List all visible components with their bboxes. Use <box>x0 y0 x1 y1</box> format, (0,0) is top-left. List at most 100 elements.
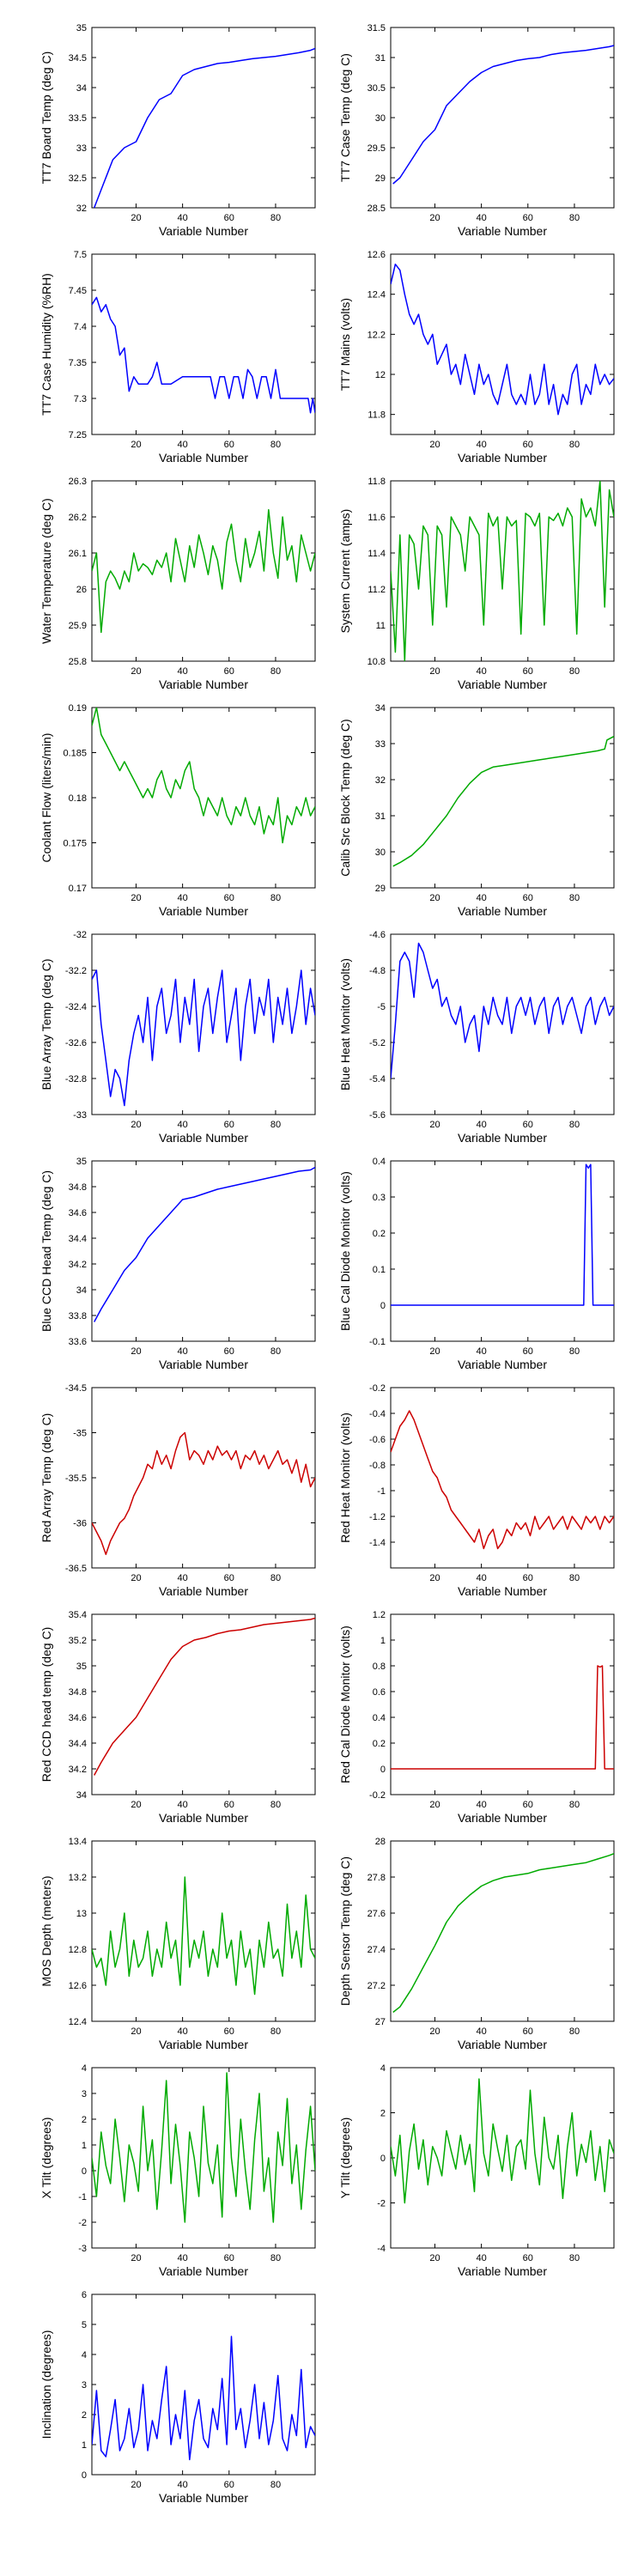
x-tick-label: 20 <box>131 1573 141 1583</box>
y-tick-label: -32.6 <box>65 1038 87 1048</box>
y-tick-label: 11.4 <box>368 549 386 559</box>
x-tick-label: 80 <box>270 2480 281 2490</box>
y-tick-label: 29 <box>375 884 386 894</box>
y-tick-label: 0 <box>380 2154 386 2164</box>
y-tick-label: -0.6 <box>369 1435 386 1445</box>
y-tick-label: 32.5 <box>69 173 87 184</box>
series-line <box>92 2336 315 2461</box>
x-tick-label: 40 <box>477 666 487 677</box>
y-tick-label: 0.19 <box>69 703 87 714</box>
plot-frame <box>91 2067 316 2249</box>
y-tick-label: 34 <box>76 1790 87 1801</box>
x-tick-label: 80 <box>270 213 281 223</box>
x-tick-label: 60 <box>523 666 533 677</box>
y-tick-label: 34 <box>76 1285 87 1296</box>
y-tick-label: -3 <box>78 2244 87 2254</box>
y-tick-label: -35.5 <box>65 1473 87 1484</box>
plot-frame <box>390 1840 615 2022</box>
y-tick-label: 27.6 <box>368 1909 386 1919</box>
y-tick-label: 11 <box>376 621 386 631</box>
y-axis-label: Red Heat Monitor (volts) <box>338 1413 352 1543</box>
x-tick-label: 40 <box>477 893 487 903</box>
y-tick-label: 26.2 <box>69 513 87 523</box>
x-tick-label: 60 <box>523 2253 533 2263</box>
x-axis-label: Variable Number <box>458 1358 547 1371</box>
y-tick-label: -4 <box>377 2244 386 2254</box>
y-tick-label: 26 <box>76 585 87 595</box>
x-tick-label: 40 <box>178 213 188 223</box>
x-tick-label: 40 <box>178 2026 188 2037</box>
y-axis-label: TT7 Board Temp (deg C) <box>39 52 53 185</box>
x-axis-label: Variable Number <box>458 2264 547 2278</box>
series-line <box>92 296 315 414</box>
series-line <box>392 45 614 185</box>
chart-panel-7: 0.17 0.175 0.18 0.185 0.19 20 40 60 80 Variable N… <box>39 703 316 918</box>
y-tick-label: 7.45 <box>69 286 87 296</box>
series-line <box>391 1163 614 1306</box>
x-tick-label: 60 <box>224 666 234 677</box>
x-tick-label: 20 <box>131 440 141 450</box>
x-tick-label: 40 <box>178 1120 188 1130</box>
x-axis-label: Variable Number <box>159 2038 248 2051</box>
x-tick-label: 80 <box>569 1800 580 1810</box>
y-tick-label: 0.185 <box>63 749 87 759</box>
y-tick-label: -33 <box>73 1110 87 1121</box>
x-tick-label: 60 <box>224 1120 234 1130</box>
chart-panel-11: 33.6 33.8 34 34.2 34.4 34.6 34.8 35 20 40 60 80 Vari… <box>39 1157 316 1371</box>
x-tick-label: 80 <box>270 1346 281 1357</box>
x-tick-label: 60 <box>523 1120 533 1130</box>
y-tick-label: 0.4 <box>373 1157 386 1167</box>
y-tick-label: 34.6 <box>69 1713 87 1723</box>
x-tick-label: 80 <box>569 2253 580 2263</box>
x-tick-label: 60 <box>523 1573 533 1583</box>
y-tick-label: -32 <box>73 930 87 940</box>
y-tick-label: 31 <box>375 811 386 822</box>
x-axis-label: Variable Number <box>458 677 547 691</box>
y-tick-label: -1.4 <box>369 1538 386 1548</box>
y-tick-label: 7.25 <box>69 430 87 440</box>
y-tick-label: 2 <box>82 2115 87 2125</box>
y-tick-label: 10.8 <box>368 657 386 667</box>
y-axis-label: Red CCD head temp (deg C) <box>39 1627 53 1783</box>
y-tick-label: 32 <box>375 775 386 786</box>
y-tick-label: 33.5 <box>69 113 87 124</box>
chart-panel-3: 7.25 7.3 7.35 7.4 7.45 7.5 20 40 60 80 Variable Nu… <box>39 250 316 465</box>
x-tick-label: 40 <box>477 440 487 450</box>
x-tick-label: 80 <box>569 2026 580 2037</box>
y-tick-label: 33 <box>76 143 87 154</box>
x-axis-label: Variable Number <box>159 677 248 691</box>
y-tick-label: -0.8 <box>369 1461 386 1471</box>
x-tick-label: 40 <box>178 1346 188 1357</box>
y-tick-label: 2 <box>82 2410 87 2421</box>
x-tick-label: 60 <box>224 2026 234 2037</box>
y-tick-label: 33.8 <box>69 1311 87 1321</box>
x-axis-label: Variable Number <box>159 1131 248 1145</box>
x-tick-label: 80 <box>569 666 580 677</box>
y-tick-label: 5 <box>82 2320 87 2330</box>
x-tick-label: 60 <box>224 1346 234 1357</box>
y-tick-label: -1 <box>78 2192 87 2202</box>
x-tick-label: 80 <box>270 1573 281 1583</box>
y-tick-label: 34.2 <box>69 1765 87 1775</box>
y-tick-label: 0.8 <box>373 1662 386 1672</box>
chart-panel-21: 0 1 2 3 4 5 6 20 40 60 80 Variable Number Inclinatio… <box>39 2290 316 2505</box>
x-tick-label: 80 <box>569 1120 580 1130</box>
y-tick-label: 30 <box>375 848 386 858</box>
plot-frame <box>91 1613 316 1795</box>
y-axis-label: TT7 Case Humidity (%RH) <box>39 273 53 416</box>
chart-panel-17: 12.4 12.6 12.8 13 13.2 13.4 20 40 60 80 Variable N… <box>39 1837 316 2051</box>
x-tick-label: 60 <box>523 440 533 450</box>
y-axis-label: X Tilt (degrees) <box>39 2117 53 2199</box>
y-tick-label: 7.5 <box>74 250 87 260</box>
x-tick-label: 20 <box>131 893 141 903</box>
y-tick-label: 0 <box>82 2470 87 2481</box>
x-axis-label: Variable Number <box>159 1584 248 1598</box>
y-tick-label: -4.8 <box>369 966 386 976</box>
y-tick-label: 34.8 <box>69 1687 87 1698</box>
series-line <box>391 1665 614 1770</box>
series-line <box>391 1410 614 1550</box>
y-tick-label: 13 <box>76 1909 87 1919</box>
x-tick-label: 40 <box>477 2253 487 2263</box>
y-axis-label: TT7 Case Temp (deg C) <box>338 53 352 182</box>
y-tick-label: 29 <box>375 173 386 184</box>
